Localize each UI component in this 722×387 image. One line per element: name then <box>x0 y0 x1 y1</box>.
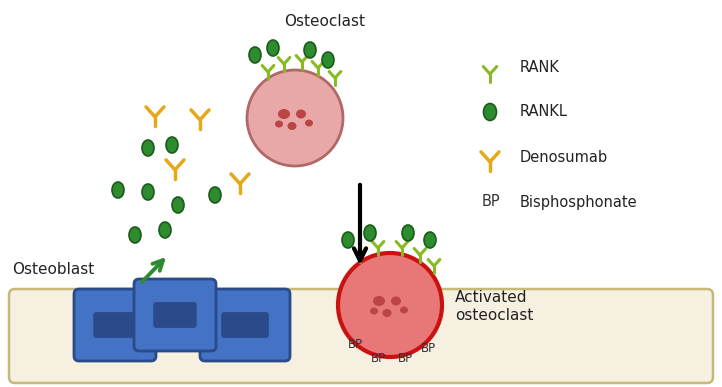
Ellipse shape <box>364 225 376 241</box>
Ellipse shape <box>275 120 283 127</box>
Ellipse shape <box>305 120 313 127</box>
Text: RANK: RANK <box>520 60 560 75</box>
Ellipse shape <box>322 52 334 68</box>
Ellipse shape <box>142 184 154 200</box>
FancyBboxPatch shape <box>9 289 713 383</box>
Ellipse shape <box>267 40 279 56</box>
Text: BP: BP <box>370 351 386 365</box>
FancyBboxPatch shape <box>153 302 196 328</box>
Text: BP: BP <box>397 351 412 365</box>
Ellipse shape <box>400 307 408 313</box>
Ellipse shape <box>166 137 178 153</box>
Text: Activated: Activated <box>455 291 528 305</box>
Text: osteoclast: osteoclast <box>455 308 534 322</box>
Ellipse shape <box>391 296 401 305</box>
Text: Osteoblast: Osteoblast <box>12 262 95 277</box>
Ellipse shape <box>172 197 184 213</box>
Text: BP: BP <box>482 195 500 209</box>
Text: Osteoclast: Osteoclast <box>284 14 365 29</box>
Ellipse shape <box>402 225 414 241</box>
FancyBboxPatch shape <box>93 312 136 338</box>
Ellipse shape <box>383 309 391 317</box>
Text: Bisphosphonate: Bisphosphonate <box>520 195 638 209</box>
Circle shape <box>247 70 343 166</box>
FancyBboxPatch shape <box>221 312 269 338</box>
Ellipse shape <box>424 232 436 248</box>
Ellipse shape <box>484 103 497 120</box>
Circle shape <box>338 253 442 357</box>
Ellipse shape <box>129 227 141 243</box>
Text: BP: BP <box>347 339 362 351</box>
Ellipse shape <box>370 308 378 315</box>
Ellipse shape <box>249 47 261 63</box>
Ellipse shape <box>159 222 171 238</box>
Ellipse shape <box>142 140 154 156</box>
Text: BP: BP <box>420 341 435 354</box>
FancyBboxPatch shape <box>134 279 216 351</box>
Ellipse shape <box>112 182 124 198</box>
Text: RANKL: RANKL <box>520 104 568 120</box>
Text: Denosumab: Denosumab <box>520 151 608 166</box>
Ellipse shape <box>278 109 290 119</box>
Ellipse shape <box>296 110 306 118</box>
Ellipse shape <box>373 296 385 306</box>
FancyBboxPatch shape <box>200 289 290 361</box>
Ellipse shape <box>342 232 354 248</box>
FancyBboxPatch shape <box>74 289 156 361</box>
Ellipse shape <box>287 122 297 130</box>
Ellipse shape <box>304 42 316 58</box>
Ellipse shape <box>209 187 221 203</box>
